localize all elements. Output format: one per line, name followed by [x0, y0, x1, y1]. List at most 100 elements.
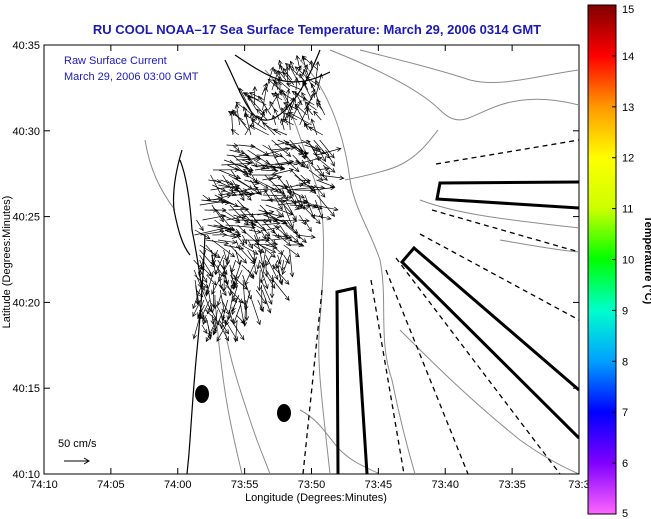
current-vector	[199, 264, 212, 277]
current-vector	[265, 204, 294, 216]
current-vector	[271, 114, 277, 126]
current-vector	[277, 254, 282, 266]
current-vector	[285, 62, 305, 81]
current-vector	[262, 219, 276, 234]
current-vector	[268, 175, 283, 181]
current-vector	[270, 168, 295, 176]
current-vector	[318, 174, 345, 181]
current-vector	[260, 279, 273, 305]
current-vector	[319, 159, 336, 173]
current-vector	[271, 264, 290, 285]
current-vector	[210, 174, 223, 198]
current-vector	[211, 279, 220, 295]
colorbar-tick-label: 14	[622, 51, 634, 63]
current-vector	[199, 244, 221, 258]
current-vector	[210, 183, 241, 191]
current-vector	[242, 234, 248, 245]
current-vector	[301, 204, 321, 225]
current-vector	[315, 73, 323, 96]
current-vector	[316, 194, 335, 217]
current-vector	[257, 269, 262, 292]
current-vector	[199, 259, 205, 272]
current-vector	[236, 279, 248, 290]
current-vector	[192, 314, 201, 340]
current-vector	[315, 60, 320, 81]
current-vector	[222, 189, 238, 197]
current-vector	[296, 234, 316, 240]
current-vector	[235, 314, 246, 325]
current-vector	[286, 82, 303, 91]
current-vector	[311, 214, 332, 221]
current-vector	[257, 299, 264, 313]
bathymetry-contour	[329, 49, 579, 121]
current-vector	[280, 118, 285, 131]
current-vector	[274, 91, 281, 111]
current-vector	[270, 189, 283, 211]
current-vector	[236, 234, 245, 246]
colorbar-tick-label: 10	[622, 255, 634, 267]
current-vector	[211, 204, 224, 223]
bathymetry-contour	[224, 329, 271, 474]
current-vector	[261, 289, 272, 314]
current-vector	[290, 199, 300, 210]
current-vector	[258, 95, 272, 116]
current-vector	[230, 232, 242, 237]
current-vector	[284, 113, 298, 121]
current-vector	[256, 153, 280, 159]
current-vector	[314, 184, 326, 198]
current-vector	[282, 118, 294, 126]
current-vector	[283, 244, 301, 258]
current-vector	[202, 314, 207, 325]
current-vector	[280, 107, 288, 126]
x-tick-label: 73:40	[431, 479, 459, 491]
annotation-line-1: Raw Surface Current	[64, 55, 167, 67]
bathymetry-contour	[264, 69, 331, 474]
current-vector	[207, 324, 213, 338]
current-vector	[229, 149, 245, 155]
sector-outlines	[335, 180, 579, 474]
y-axis-label: Latitude (Degrees:Minutes)	[1, 196, 13, 329]
current-vector	[234, 103, 241, 126]
current-vector	[205, 244, 217, 258]
current-vector	[285, 224, 307, 243]
colorbar-tick-label: 5	[622, 508, 628, 519]
current-vector	[308, 126, 324, 136]
current-vector	[210, 207, 227, 213]
bathymetry-contour	[399, 329, 579, 474]
current-vector	[210, 314, 216, 326]
current-vector	[247, 239, 253, 250]
x-axis: 74:10 74:05 74:00 73:55 73:50 73:45 73:40 73:35…	[30, 45, 590, 491]
current-vector	[192, 304, 199, 318]
bathymetry-contour	[144, 139, 176, 211]
current-vector	[230, 319, 245, 341]
current-vector	[228, 284, 233, 297]
current-vector	[221, 161, 252, 166]
current-vector	[230, 304, 236, 316]
y-axis: 40:35 40:30 40:25 40:20 40:15 40:10	[12, 40, 579, 481]
sector-outline	[399, 245, 579, 440]
current-vector	[268, 218, 298, 224]
current-vector	[223, 244, 245, 251]
current-vector	[229, 244, 248, 264]
x-axis-label: Longitude (Degrees:Minutes)	[245, 492, 387, 504]
current-vector	[271, 236, 289, 241]
current-vector	[205, 324, 215, 343]
current-vector	[316, 144, 326, 163]
current-vector	[281, 88, 293, 111]
current-vector	[197, 249, 206, 277]
current-vector	[281, 161, 292, 166]
plot-frame	[43, 44, 580, 475]
current-vector	[212, 294, 218, 310]
marker-ellipse	[277, 404, 291, 422]
current-vector	[253, 259, 258, 276]
current-vector	[310, 118, 318, 136]
current-vector	[271, 139, 292, 157]
current-vector	[284, 199, 297, 221]
current-vector	[293, 156, 323, 166]
current-vector	[212, 232, 228, 238]
current-vector	[244, 304, 250, 322]
current-vector	[247, 269, 254, 280]
current-vector	[224, 319, 238, 342]
scale-arrow-head	[83, 457, 90, 465]
current-vector	[290, 234, 299, 243]
